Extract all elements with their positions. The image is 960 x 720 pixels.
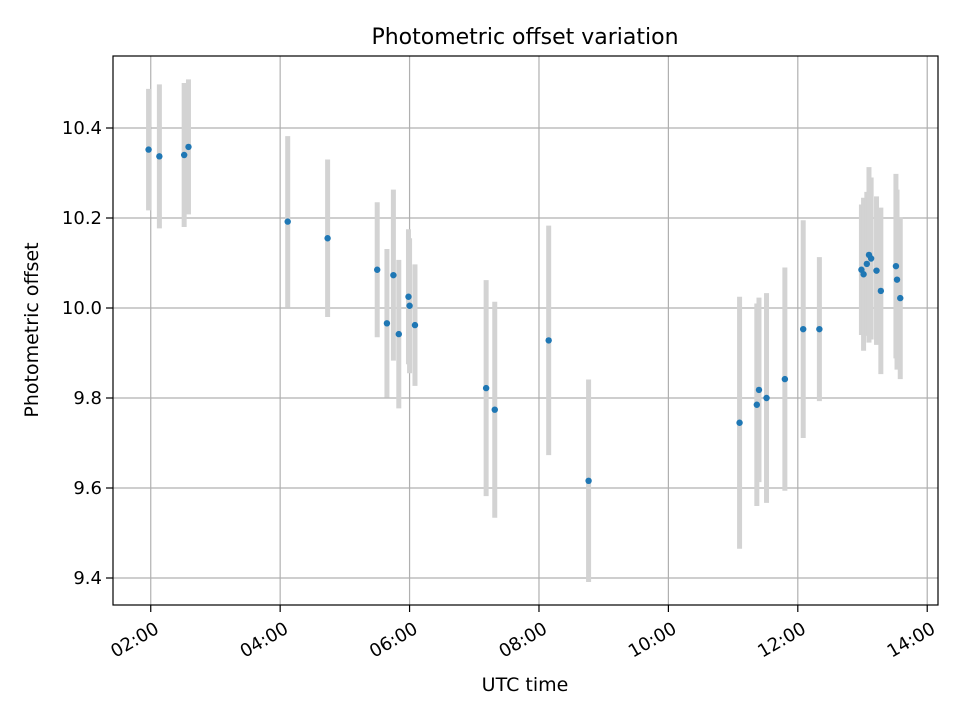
- data-point: [585, 477, 592, 484]
- y-axis-label: Photometric offset: [21, 242, 43, 417]
- data-point: [395, 330, 402, 338]
- data-point: [799, 325, 807, 333]
- data-point: [545, 337, 552, 344]
- data-point: [867, 255, 875, 262]
- y-tick-label: 9.8: [73, 388, 102, 409]
- data-point: [405, 293, 412, 300]
- y-axis-ticks: 9.4 9.6 9.8 10.0 10.2 10.4: [62, 118, 113, 589]
- data-point: [482, 384, 490, 392]
- x-axis-ticks: 02:00 04:00 06:00 08:00 10:00 12:00 14:00: [107, 605, 939, 662]
- data-point: [753, 401, 761, 408]
- data-points: [145, 143, 904, 484]
- data-point: [185, 143, 192, 151]
- x-tick-label: 14:00: [884, 618, 939, 662]
- x-axis-label: UTC time: [482, 674, 569, 696]
- data-point: [860, 271, 867, 278]
- y-tick-label: 10.0: [62, 298, 102, 319]
- data-point: [892, 262, 900, 270]
- data-point: [816, 325, 823, 333]
- data-point: [897, 294, 904, 302]
- data-point: [324, 235, 331, 242]
- data-point: [156, 153, 163, 160]
- y-tick-label: 10.2: [62, 208, 102, 229]
- x-tick-label: 06:00: [366, 618, 421, 662]
- data-point: [755, 386, 763, 394]
- data-point: [736, 419, 743, 426]
- data-point: [374, 266, 381, 273]
- data-point: [877, 287, 885, 295]
- y-tick-label: 9.6: [73, 478, 102, 499]
- data-point: [873, 267, 880, 274]
- chart-title: Photometric offset variation: [371, 25, 678, 50]
- data-point: [284, 218, 291, 225]
- data-point: [145, 146, 152, 153]
- error-bars: [146, 79, 903, 583]
- data-point: [390, 271, 397, 279]
- grid-lines: [113, 56, 938, 605]
- x-tick-label: 02:00: [107, 618, 162, 662]
- data-point: [406, 302, 413, 309]
- y-tick-label: 10.4: [62, 118, 102, 139]
- data-point: [383, 320, 391, 327]
- data-point: [411, 321, 419, 329]
- data-point: [491, 406, 498, 413]
- data-point: [863, 260, 871, 268]
- data-point: [893, 276, 901, 283]
- data-point: [781, 375, 789, 383]
- x-tick-label: 04:00: [237, 618, 292, 662]
- x-tick-label: 10:00: [625, 618, 680, 662]
- x-tick-label: 12:00: [754, 618, 809, 662]
- x-tick-label: 08:00: [495, 618, 550, 662]
- data-point: [180, 151, 188, 159]
- y-tick-label: 9.4: [73, 568, 102, 589]
- plot-frame: [112, 55, 939, 606]
- data-point: [763, 394, 770, 402]
